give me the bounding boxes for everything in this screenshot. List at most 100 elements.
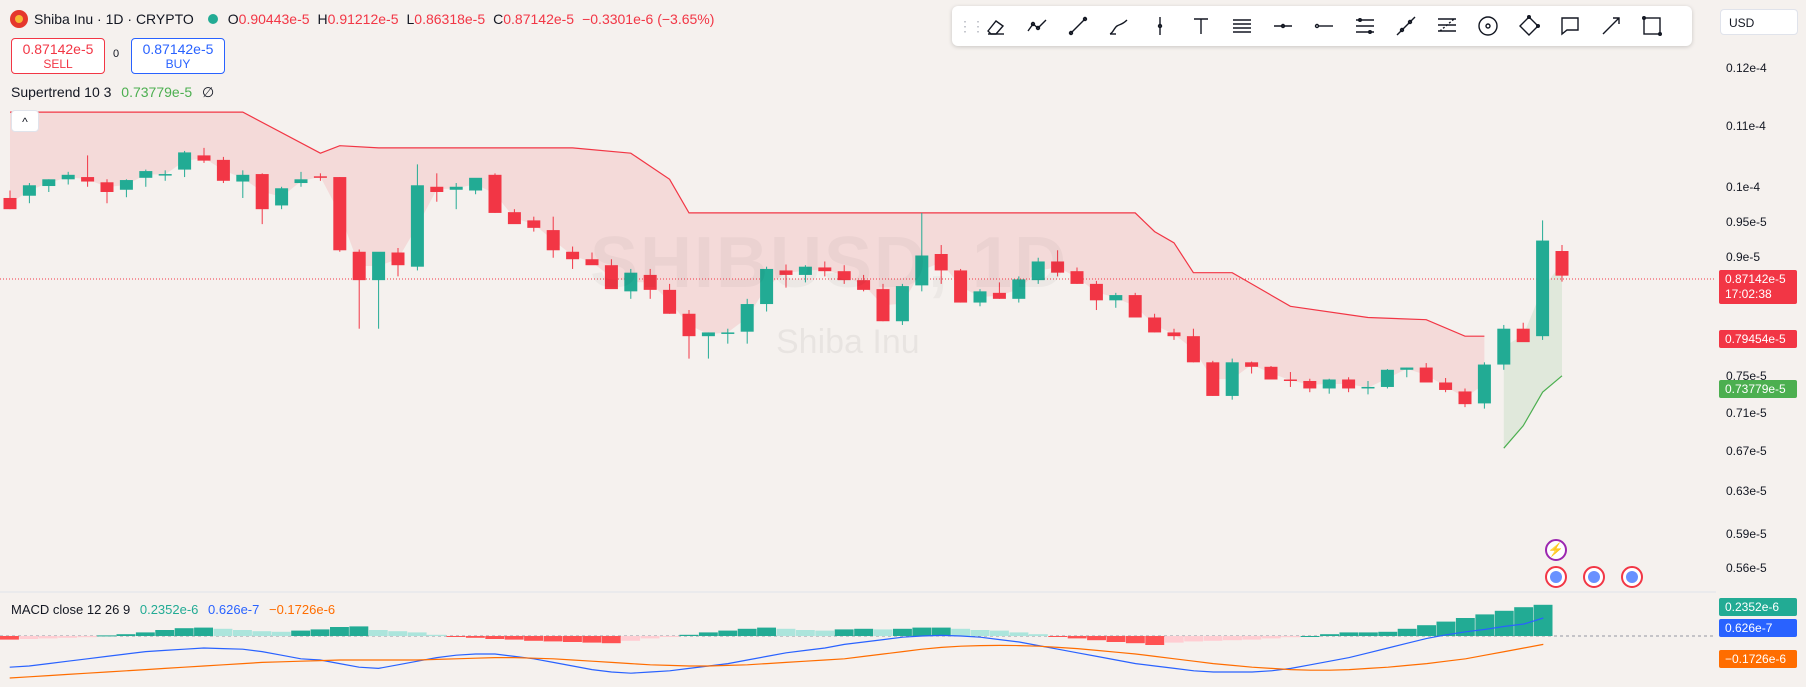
supertrend-legend[interactable]: Supertrend 10 3 0.73779e-5 ∅ — [11, 84, 214, 101]
macd-hist-bar — [970, 630, 990, 636]
macd-signal-value: −0.1726e-6 — [269, 602, 336, 617]
last-price-value: 0.87142e-5 — [1725, 272, 1786, 286]
candle — [469, 177, 483, 195]
candle-body — [1419, 367, 1433, 383]
macd-hist-bar — [1436, 621, 1456, 636]
us-flag-event-icon[interactable] — [1583, 566, 1605, 588]
candle — [721, 328, 735, 344]
candle-body — [760, 268, 774, 305]
price-axis-label: 0.1e-4 — [1726, 180, 1761, 194]
macd-hist-bar — [504, 636, 524, 640]
horizontal-lines-icon[interactable] — [1223, 10, 1261, 42]
spread-value: 0 — [113, 48, 120, 60]
candle-body — [585, 259, 599, 266]
macd-hist-bar — [271, 631, 291, 636]
extended-line-icon[interactable] — [1387, 10, 1425, 42]
candle-body — [1089, 283, 1103, 301]
arrow-marker-icon[interactable] — [1592, 10, 1630, 42]
ray-icon[interactable] — [1264, 10, 1302, 42]
collapse-indicators-button[interactable]: ^ — [11, 110, 39, 132]
candle — [275, 186, 289, 210]
supertrend-down-line — [10, 111, 1485, 337]
macd-hist-bar — [1378, 631, 1398, 636]
candle-body — [1283, 379, 1297, 381]
brush-icon[interactable] — [1100, 10, 1138, 42]
candle-body — [992, 292, 1006, 299]
currency-select[interactable]: USD — [1720, 9, 1798, 35]
callout-icon[interactable] — [1551, 10, 1589, 42]
candle-body — [1497, 328, 1511, 365]
candle — [1167, 328, 1181, 340]
candle-body — [1206, 362, 1220, 396]
fib-retracement-icon[interactable] — [1428, 10, 1466, 42]
macd-hist-bar — [310, 629, 330, 636]
candle — [1497, 324, 1511, 370]
candle — [1400, 367, 1414, 378]
buy-price: 0.87142e-5 — [142, 41, 214, 57]
candle — [22, 183, 36, 204]
candle — [1283, 372, 1297, 387]
candle — [1361, 380, 1375, 395]
rotated-rectangle-icon[interactable] — [1510, 10, 1548, 42]
candle — [1225, 358, 1239, 400]
macd-hist-bar — [1242, 636, 1262, 640]
candle — [216, 156, 230, 184]
macd-hist-bar — [1203, 636, 1223, 641]
candle — [1051, 250, 1065, 277]
candle-body — [973, 291, 987, 303]
text-icon[interactable] — [1182, 10, 1220, 42]
macd-legend[interactable]: MACD close 12 26 9 0.2352e-6 0.626e-7 −0… — [11, 602, 335, 617]
candle — [81, 155, 95, 187]
market-status-icon — [207, 14, 218, 24]
target-circle-icon[interactable] — [1469, 10, 1507, 42]
macd-hist-bar — [1281, 636, 1301, 638]
macd-line-tag: 0.626e-7 — [1719, 619, 1797, 637]
candle — [255, 173, 269, 225]
macd-hist-bar — [698, 632, 718, 636]
candle — [818, 261, 832, 277]
macd-hist-bar — [155, 630, 175, 636]
candle-body — [837, 271, 851, 281]
macd-hist-bar — [563, 636, 582, 642]
candle — [643, 268, 657, 299]
symbol-legend[interactable]: Shiba Inu · 1D · CRYPTO O 0.90443e-5 H 0.9… — [10, 10, 714, 28]
vertical-line-icon[interactable] — [1141, 10, 1179, 42]
horizontal-line-icon[interactable] — [1305, 10, 1343, 42]
eraser-icon[interactable] — [977, 10, 1015, 42]
candle-body — [1303, 380, 1317, 389]
signal-line — [9, 643, 1544, 679]
trend-line-icon[interactable] — [1059, 10, 1097, 42]
macd-hist-bar — [679, 634, 699, 636]
candle — [294, 171, 308, 187]
rectangle-icon[interactable] — [1633, 10, 1671, 42]
shiba-logo-icon — [10, 10, 28, 28]
parallel-channel-icon[interactable] — [1346, 10, 1384, 42]
sell-button[interactable]: 0.87142e-5 SELL — [11, 38, 105, 74]
candle — [1555, 245, 1569, 282]
trend-zigzag-icon[interactable] — [1018, 10, 1056, 42]
symbol-title[interactable]: Shiba Inu · 1D · CRYPTO — [34, 11, 194, 27]
us-flag-event-icon[interactable] — [1545, 566, 1567, 588]
us-flag-event-icon[interactable] — [1621, 566, 1643, 588]
high-label: H — [317, 11, 328, 27]
candle-body — [527, 220, 541, 228]
candle-body — [1536, 240, 1550, 337]
toolbar-grip-icon[interactable]: ⋮⋮ — [958, 18, 985, 34]
buy-button[interactable]: 0.87142e-5 BUY — [131, 38, 225, 74]
candle-body — [216, 159, 230, 181]
close-value: 0.87142e-5 — [503, 11, 575, 27]
candle — [313, 173, 327, 181]
macd-hist-bar — [524, 636, 543, 641]
candle-body — [1245, 362, 1259, 367]
bolt-event-icon[interactable]: ⚡ — [1545, 539, 1567, 561]
macd-hist-bar — [640, 636, 660, 639]
candle-body — [546, 230, 560, 251]
candle — [507, 209, 521, 225]
macd-hist-bar — [330, 627, 349, 636]
buy-label: BUY — [165, 57, 191, 71]
macd-hist-bar — [990, 630, 1009, 636]
macd-hist-bar — [737, 628, 757, 636]
candle-body — [721, 332, 735, 334]
low-label: L — [406, 11, 415, 27]
